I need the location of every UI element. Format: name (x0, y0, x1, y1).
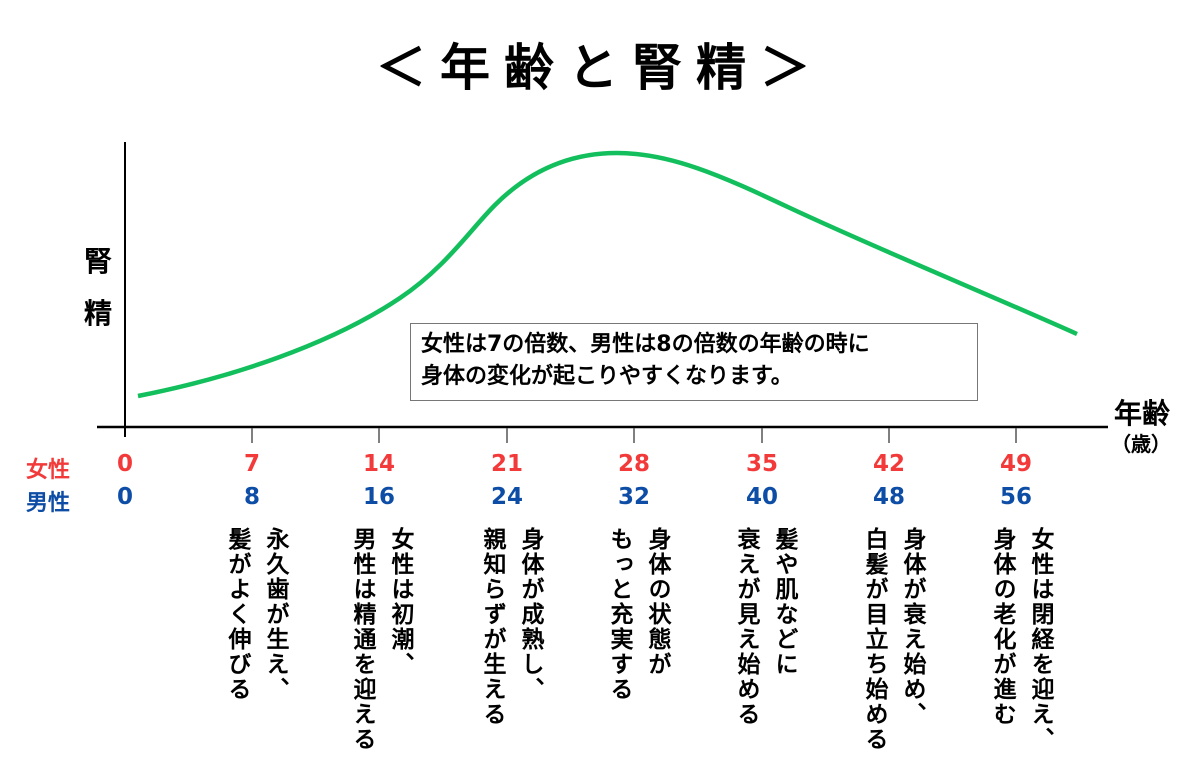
milestone-note: 身体が衰え始め、 白髪が目立ち始める (861, 527, 925, 752)
male-age-tick: 32 (617, 484, 650, 510)
milestone-note: 女性は閉経を迎え、 身体の老化が進む (989, 527, 1053, 752)
y-axis-label: 腎精 (83, 245, 112, 330)
page-title: ＜年齢と腎精＞ (376, 39, 824, 97)
x-axis-label: 年齢 (1113, 397, 1170, 430)
female-age-tick: 21 (490, 451, 523, 477)
female-age-tick: 14 (362, 451, 395, 477)
male-age-tick: 48 (872, 484, 905, 510)
female-age-tick: 49 (999, 451, 1032, 477)
female-age-tick: 7 (243, 451, 260, 477)
female-row-label: 女性 (26, 458, 71, 483)
milestone-note: 身体の状態が もっと充実する (606, 527, 670, 702)
male-age-tick: 24 (490, 484, 523, 510)
milestone-note: 髪や肌などに 衰えが見え始める (733, 527, 797, 727)
male-age-tick: 56 (999, 484, 1032, 510)
milestone-note: 身体が成熟し、 親知らずが生える (479, 527, 543, 727)
male-row-label: 男性 (26, 491, 71, 516)
annotation-box: 女性は7の倍数、男性は8の倍数の年齢の時に 身体の変化が起こりやすくなります。 (410, 323, 978, 401)
x-axis-unit: （歳） (1111, 432, 1171, 456)
milestone-note: 女性は初潮、 男性は精通を迎える (349, 527, 413, 752)
kidney-essence-curve (137, 150, 1078, 399)
female-age-tick: 42 (872, 451, 905, 477)
male-age-tick: 0 (116, 484, 133, 510)
female-age-tick: 0 (116, 451, 133, 477)
female-age-tick: 35 (745, 451, 778, 477)
female-age-tick: 28 (617, 451, 650, 477)
male-age-tick: 8 (243, 484, 260, 510)
male-age-tick: 16 (362, 484, 395, 510)
male-age-tick: 40 (745, 484, 778, 510)
milestone-note: 永久歯が生え、 髪がよく伸びる (224, 527, 288, 702)
x-axis-ticks (251, 428, 1017, 443)
annotation-line-2: 身体の変化が起こりやすくなります。 (421, 364, 793, 389)
annotation-line-1: 女性は7の倍数、男性は8の倍数の年齢の時に (421, 332, 870, 357)
